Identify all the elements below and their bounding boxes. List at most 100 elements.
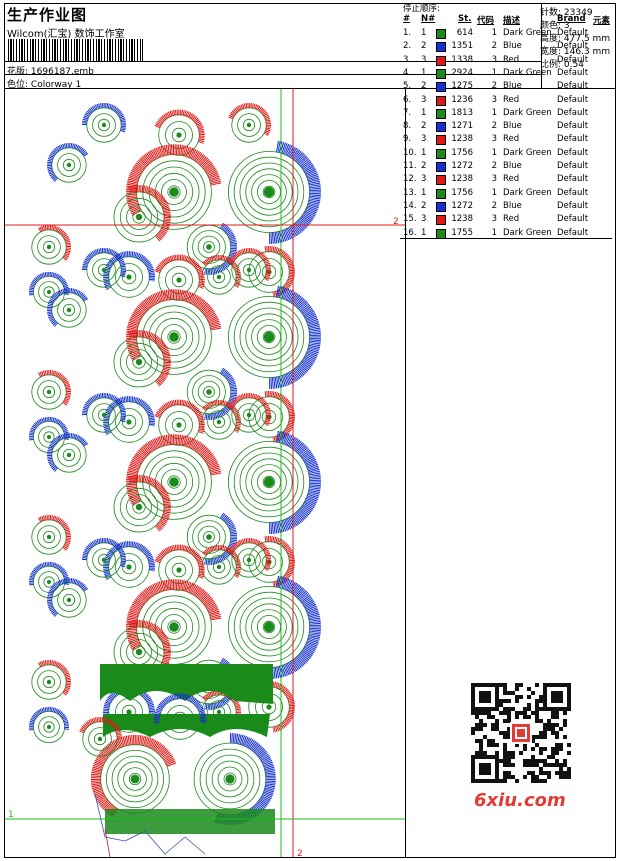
stitch-ring bbox=[251, 319, 287, 355]
stitch-ring bbox=[57, 298, 81, 322]
barcode bbox=[8, 39, 143, 61]
satin-border bbox=[29, 271, 69, 296]
cell-no: 2 bbox=[421, 200, 427, 211]
guide-marker-label: 2 bbox=[297, 849, 303, 857]
satin-border bbox=[29, 416, 69, 441]
stitch-ring bbox=[203, 241, 215, 253]
satin-border bbox=[29, 706, 69, 731]
cell-no: 2 bbox=[421, 161, 427, 171]
stitch-ring bbox=[242, 263, 256, 277]
cell-code: 3 bbox=[491, 94, 497, 105]
cell-st: 1238 bbox=[451, 214, 473, 225]
stitch-ring bbox=[211, 760, 249, 798]
table-row: 9. 3 1238 3 Red Default bbox=[403, 134, 611, 147]
cell-brand: Default bbox=[557, 174, 589, 185]
flower-center bbox=[263, 476, 275, 488]
stitch-ring bbox=[262, 185, 276, 199]
stitch-ring bbox=[31, 519, 67, 555]
cell-no: 1 bbox=[421, 187, 427, 198]
cell-brand: Default bbox=[557, 54, 589, 65]
cell-no: 3 bbox=[421, 94, 427, 105]
satin-border bbox=[264, 681, 295, 733]
jump-stitch bbox=[104, 828, 111, 857]
cell-st: 1236 bbox=[451, 94, 473, 105]
stitch-ring bbox=[42, 675, 56, 689]
cell-desc: Dark Green bbox=[503, 67, 552, 78]
flower-center bbox=[66, 162, 72, 168]
satin-border bbox=[103, 396, 155, 436]
flower-center bbox=[246, 122, 252, 128]
cell-desc: Blue bbox=[503, 81, 522, 92]
cell-num: 7. bbox=[403, 107, 412, 118]
page-title: 生产作业图 bbox=[7, 6, 88, 24]
cell-no: 1 bbox=[421, 28, 427, 38]
stitch-ring bbox=[38, 281, 60, 303]
cell-brand: Default bbox=[557, 121, 589, 132]
stitch-ring bbox=[121, 269, 137, 285]
stitch-ring bbox=[165, 411, 193, 439]
stitch-ring bbox=[165, 266, 193, 294]
flower-center bbox=[246, 412, 252, 418]
header-separator bbox=[5, 74, 541, 75]
satin-border bbox=[204, 512, 238, 565]
stitch-ring bbox=[119, 487, 159, 527]
col-code-header: 代码 bbox=[477, 16, 495, 26]
satin-border bbox=[268, 140, 321, 244]
embroidery-design-image: 1 2 2 bbox=[5, 89, 405, 857]
header-separator bbox=[5, 61, 541, 62]
color-swatch bbox=[436, 68, 446, 79]
stitch-ring bbox=[31, 374, 67, 410]
cell-no: 3 bbox=[421, 54, 427, 65]
colorway-value: Colorway 1 bbox=[30, 80, 82, 90]
green-fill-band bbox=[100, 664, 273, 704]
stitch-ring bbox=[161, 614, 187, 640]
cell-num: 12. bbox=[403, 174, 417, 185]
satin-border bbox=[268, 285, 321, 389]
flower-center bbox=[101, 557, 107, 563]
stitch-ring bbox=[38, 426, 60, 448]
stitch-ring bbox=[233, 446, 305, 518]
color-swatch bbox=[436, 228, 446, 239]
body-panel: 1 2 2 bbox=[4, 88, 616, 858]
satin-border bbox=[154, 693, 206, 724]
stitch-ring bbox=[197, 235, 221, 259]
flower-center bbox=[130, 774, 140, 784]
color-swatch bbox=[436, 29, 446, 39]
stitch-ring bbox=[123, 767, 147, 791]
color-swatch bbox=[436, 122, 446, 133]
cell-num: 2. bbox=[403, 41, 412, 52]
stitch-ring bbox=[203, 386, 215, 398]
cell-desc: Dark Green bbox=[503, 227, 552, 238]
cell-num: 15. bbox=[403, 214, 417, 225]
cell-num: 5. bbox=[403, 81, 412, 92]
satin-border bbox=[264, 391, 295, 443]
flower-center bbox=[176, 277, 182, 283]
stitch-ring bbox=[217, 766, 243, 792]
flower-center bbox=[135, 213, 143, 221]
green-fill-base bbox=[105, 809, 275, 834]
table-row: 7. 1 1813 1 Dark Green Default bbox=[403, 108, 611, 121]
stitch-ring bbox=[199, 748, 261, 810]
flower-center bbox=[216, 709, 222, 715]
stitch-ring bbox=[43, 431, 55, 443]
satin-border bbox=[268, 430, 321, 534]
cell-brand: Default bbox=[557, 200, 589, 211]
cell-code: 1 bbox=[491, 227, 497, 238]
satin-border bbox=[47, 288, 89, 327]
stitch-ring bbox=[245, 458, 293, 506]
stitch-ring bbox=[171, 127, 187, 143]
stitch-ring bbox=[255, 548, 283, 576]
cell-brand: Default bbox=[557, 67, 589, 78]
col-brand-header: Brand bbox=[557, 14, 586, 24]
flower-center bbox=[66, 307, 72, 313]
satin-border bbox=[47, 433, 89, 472]
stitch-ring bbox=[148, 601, 200, 653]
cell-code: 2 bbox=[491, 121, 497, 132]
stitch-ring bbox=[231, 107, 267, 143]
stitch-ring bbox=[255, 403, 283, 431]
flower-center bbox=[101, 412, 107, 418]
stitch-ring bbox=[57, 443, 81, 467]
cell-st: 1272 bbox=[451, 200, 473, 211]
stitch-ring bbox=[37, 380, 61, 404]
stitch-ring bbox=[207, 410, 231, 434]
